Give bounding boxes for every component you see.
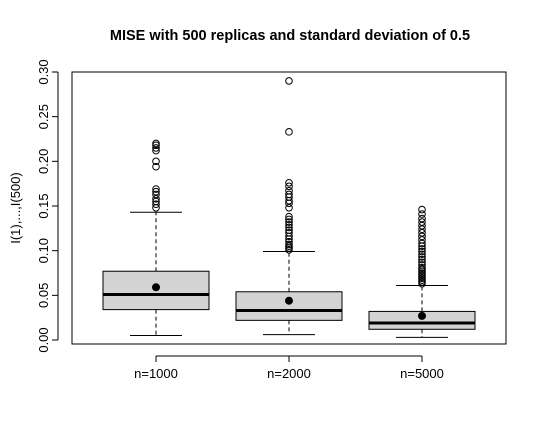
box-2 <box>368 205 476 338</box>
outlier-1-9 <box>285 223 293 232</box>
y-tick-label-0: 0.00 <box>36 327 51 352</box>
x-axis: n=1000 n=2000 n=5000 <box>134 355 444 381</box>
outlier-0-7 <box>152 162 160 171</box>
outlier-0-10 <box>152 144 160 152</box>
outlier-0-5 <box>152 187 160 196</box>
chart-title: MISE with 500 replicas and standard devi… <box>110 28 470 44</box>
outlier-1-11 <box>285 218 293 226</box>
outlier-2-14 <box>418 250 426 259</box>
outlier-2-13 <box>418 253 426 261</box>
y-axis-label: I(1),...,I(500) <box>8 172 23 244</box>
x-tick-label-0: n=1000 <box>134 366 178 381</box>
x-tick-label-1: n=2000 <box>267 366 311 381</box>
plot-frame <box>71 71 507 345</box>
outlier-2-18 <box>418 239 426 248</box>
outlier-0-9 <box>152 146 160 155</box>
outlier-2-27 <box>418 205 426 214</box>
outlier-2-12 <box>418 255 426 264</box>
outlier-0-4 <box>152 190 160 199</box>
outlier-2-9 <box>418 263 426 272</box>
outlier-2-11 <box>418 258 426 267</box>
outlier-1-14 <box>285 203 293 212</box>
outlier-1-12 <box>285 215 293 224</box>
outlier-1-7 <box>285 229 293 237</box>
outlier-1-3 <box>285 240 293 249</box>
box-1 <box>235 77 343 336</box>
outlier-1-22 <box>285 128 293 136</box>
outlier-2-25 <box>418 214 426 223</box>
outlier-2-19 <box>418 236 426 244</box>
mean-point-2 <box>418 311 426 320</box>
outlier-1-18 <box>285 190 293 199</box>
outlier-2-23 <box>418 221 426 230</box>
outlier-0-12 <box>152 139 160 148</box>
mean-point-1 <box>285 296 293 305</box>
y-tick-label-1: 0.05 <box>36 283 51 308</box>
outlier-2-10 <box>418 261 426 269</box>
outlier-2-22 <box>418 225 426 234</box>
outlier-0-1 <box>152 200 160 209</box>
outlier-0-3 <box>152 195 160 203</box>
y-tick-label-6: 0.30 <box>36 59 51 84</box>
outlier-2-21 <box>418 229 426 237</box>
y-tick-label-5: 0.25 <box>36 104 51 129</box>
outlier-1-21 <box>285 178 293 187</box>
box-body-1 <box>235 291 343 321</box>
y-axis: 0.00 0.05 0.10 0.15 0.20 0.25 0.30 <box>36 59 59 353</box>
y-tick-label-3: 0.15 <box>36 193 51 218</box>
outlier-1-4 <box>285 237 293 246</box>
outlier-1-10 <box>285 220 293 229</box>
mean-point-0 <box>152 283 160 292</box>
outlier-1-23 <box>285 77 293 85</box>
y-tick-label-4: 0.20 <box>36 149 51 174</box>
outlier-2-24 <box>418 218 426 226</box>
outlier-2-15 <box>418 247 426 256</box>
box-body-2 <box>368 310 476 330</box>
outlier-2-16 <box>418 245 426 253</box>
outlier-2-20 <box>418 232 426 241</box>
box-0 <box>102 139 210 337</box>
x-tick-label-2: n=5000 <box>400 366 444 381</box>
outlier-0-8 <box>152 157 160 166</box>
outlier-0-2 <box>152 197 160 206</box>
outlier-2-26 <box>418 210 426 218</box>
outlier-1-19 <box>285 187 293 195</box>
outlier-1-20 <box>285 182 293 191</box>
y-tick-label-2: 0.10 <box>36 238 51 263</box>
boxes-layer <box>102 77 476 338</box>
outlier-0-6 <box>152 185 160 193</box>
outlier-1-8 <box>285 226 293 234</box>
outlier-1-13 <box>285 212 293 221</box>
